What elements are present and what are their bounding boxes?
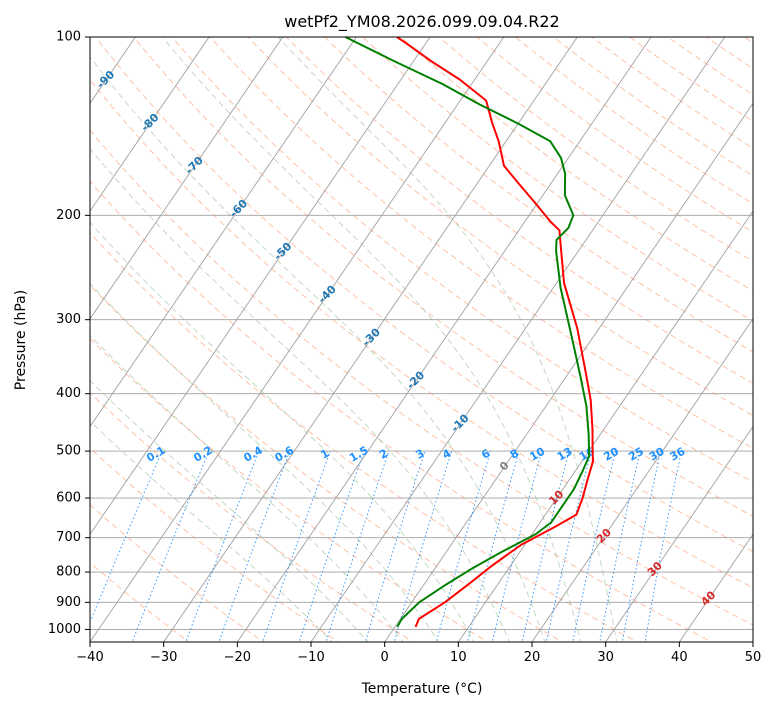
mixing-ratio-line [521,450,570,642]
dewpoint-profile [344,37,591,628]
dry-adiabat [90,78,753,589]
y-tick-label: 200 [56,208,81,223]
dry-adiabat [90,129,753,626]
dry-adiabat [590,37,753,149]
mixing-ratio-line [621,450,662,642]
dry-adiabat [247,37,753,417]
mixing-ratio-line [572,450,616,642]
isotherm-line [531,318,753,642]
isotherm-line [384,102,753,642]
x-tick-label: −20 [224,650,251,665]
moist-adiabat [90,379,369,642]
moist-adiabat [90,420,333,642]
mixing-ratio-line [393,450,453,642]
dry-adiabat [90,391,414,642]
x-tick-label: −40 [76,650,103,665]
dry-adiabat [209,37,753,449]
mixing-ratio-line [599,450,641,642]
y-tick-label: 600 [56,491,81,506]
isotherm-line [678,533,753,642]
moist-adiabat [90,148,510,642]
isotherm-line [605,425,753,642]
mixing-ratio-line [435,450,491,642]
chart-title: wetPf2_YM08.2026.099.09.04.R22 [284,12,559,32]
mixing-ratio-line [466,450,520,642]
x-tick-label: 0 [381,650,389,665]
profile-layer [344,37,594,628]
x-tick-label: −10 [297,650,324,665]
temperature-profile [396,37,594,628]
x-tick-label: 30 [597,650,614,665]
isotherm-line [90,37,431,536]
isotherm-line [236,37,652,642]
x-tick-label: −30 [150,650,177,665]
x-axis: −40 −30 −20 −10 0 10 20 30 40 50 [76,642,761,665]
dry-adiabat [552,37,753,177]
y-tick-label: 800 [56,565,81,580]
dry-adiabat [94,37,753,553]
x-tick-label: 20 [524,650,541,665]
y-tick-label: 400 [56,386,81,401]
x-tick-label: 50 [745,650,762,665]
dry-adiabat [285,37,753,384]
y-tick-label: 700 [56,530,81,545]
x-axis-label: Temperature (°C) [361,681,483,697]
mixing-ratio-line [545,450,592,642]
moist-adiabat [90,334,404,642]
y-tick-label: 900 [56,595,81,610]
isotherm-line [310,37,726,642]
x-tick-label: 10 [450,650,467,665]
y-tick-label: 500 [56,444,81,459]
moist-adiabat [90,282,440,642]
dry-adiabat [90,180,713,642]
isotherm-line [90,37,210,212]
isotherm-line [90,37,505,642]
moist-adiabat [90,221,475,642]
isotherm-line [90,37,284,320]
isotherm-line [90,37,357,428]
y-tick-label: 100 [56,30,81,45]
plot-frame [89,36,754,643]
dry-adiabat [90,503,265,642]
x-tick-label: 40 [671,650,688,665]
mixing-ratio-line [325,450,390,642]
dry-adiabat [90,337,489,642]
y-axis: 1000 900 800 700 600 500 400 300 200 100 [48,30,90,637]
mixing-ratio-line [90,450,163,624]
mixing-ratio-line [185,450,260,642]
isotherm-line [163,37,578,642]
mixing-ratio-line [644,450,682,642]
dry-adiabat [133,37,753,517]
y-tick-label: 1000 [48,622,81,637]
mixing-ratio-line [491,450,543,642]
y-tick-label: 300 [56,312,81,327]
y-axis-label: Pressure (hPa) [13,290,29,390]
mixing-ratio-line [364,450,426,642]
background-line-layer [90,37,753,642]
dry-adiabat [323,37,753,353]
dry-adiabat [90,232,639,642]
